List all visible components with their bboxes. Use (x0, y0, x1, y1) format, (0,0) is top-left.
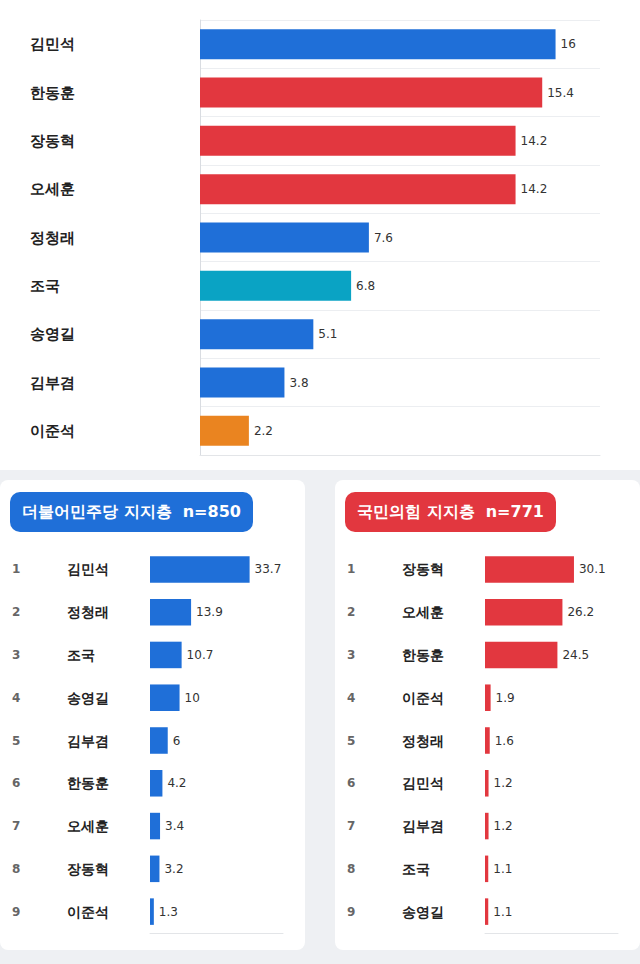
svg-text:한동훈: 한동훈 (30, 84, 75, 102)
svg-text:김민석: 김민석 (402, 775, 444, 791)
svg-text:10.7: 10.7 (187, 648, 214, 662)
svg-text:3.2: 3.2 (164, 862, 183, 876)
svg-text:7: 7 (12, 819, 20, 833)
svg-text:한동훈: 한동훈 (402, 647, 444, 663)
svg-text:7: 7 (347, 819, 355, 833)
svg-text:6: 6 (12, 776, 20, 790)
svg-text:김민석: 김민석 (30, 35, 75, 53)
svg-text:6: 6 (173, 734, 181, 748)
svg-text:33.7: 33.7 (255, 562, 282, 576)
svg-text:5: 5 (347, 734, 355, 748)
svg-text:3.8: 3.8 (289, 376, 308, 390)
svg-text:장동혁: 장동혁 (67, 861, 109, 877)
svg-text:송영길: 송영길 (402, 904, 444, 920)
svg-text:1: 1 (347, 562, 355, 576)
svg-text:조국: 조국 (402, 861, 430, 877)
svg-text:7.6: 7.6 (374, 231, 393, 245)
svg-text:1: 1 (12, 562, 20, 576)
svg-text:10: 10 (185, 691, 200, 705)
svg-text:3: 3 (347, 648, 355, 662)
svg-text:14.2: 14.2 (521, 134, 548, 148)
svg-text:14.2: 14.2 (521, 182, 548, 196)
svg-text:15.4: 15.4 (547, 86, 574, 100)
svg-text:8: 8 (12, 862, 20, 876)
svg-text:16: 16 (561, 37, 576, 51)
svg-text:한동훈: 한동훈 (67, 775, 109, 791)
svg-text:1.1: 1.1 (493, 905, 512, 919)
svg-text:정청래: 정청래 (402, 733, 444, 749)
svg-text:1.1: 1.1 (493, 862, 512, 876)
html-text:더불어민주당 지지층 n=850: 더불어민주당 지지층 n=850 (22, 502, 241, 521)
svg-text:장동혁: 장동혁 (30, 132, 75, 150)
svg-text:2: 2 (12, 605, 20, 619)
svg-text:1.2: 1.2 (494, 819, 513, 833)
svg-text:김민석: 김민석 (67, 561, 109, 577)
svg-text:정청래: 정청래 (30, 229, 75, 247)
svg-text:3.4: 3.4 (165, 819, 184, 833)
svg-text:송영길: 송영길 (67, 690, 109, 706)
svg-text:6.8: 6.8 (356, 279, 375, 293)
svg-text:4: 4 (347, 691, 355, 705)
svg-text:오세훈: 오세훈 (402, 604, 444, 620)
svg-text:이준석: 이준석 (402, 690, 444, 706)
svg-text:30.1: 30.1 (579, 562, 606, 576)
svg-text:1.6: 1.6 (495, 734, 514, 748)
svg-text:2: 2 (347, 605, 355, 619)
svg-text:3: 3 (12, 648, 20, 662)
svg-text:조국: 조국 (67, 647, 95, 663)
svg-text:5.1: 5.1 (318, 327, 337, 341)
svg-text:24.5: 24.5 (562, 648, 589, 662)
svg-text:8: 8 (347, 862, 355, 876)
svg-text:조국: 조국 (30, 277, 60, 295)
svg-text:1.2: 1.2 (494, 776, 513, 790)
svg-text:이준석: 이준석 (67, 904, 109, 920)
svg-text:6: 6 (347, 776, 355, 790)
svg-text:9: 9 (12, 905, 20, 919)
svg-text:장동혁: 장동혁 (402, 561, 444, 577)
svg-text:4.2: 4.2 (167, 776, 186, 790)
svg-text:오세훈: 오세훈 (67, 818, 109, 834)
svg-text:김부겸: 김부겸 (67, 733, 109, 749)
svg-text:9: 9 (347, 905, 355, 919)
svg-text:2.2: 2.2 (254, 424, 273, 438)
svg-text:4: 4 (12, 691, 20, 705)
svg-text:26.2: 26.2 (567, 605, 594, 619)
svg-text:정청래: 정청래 (67, 604, 109, 620)
html-text:국민의힘 지지층 n=771: 국민의힘 지지층 n=771 (357, 502, 544, 521)
svg-text:김부겸: 김부겸 (402, 818, 444, 834)
svg-text:13.9: 13.9 (196, 605, 223, 619)
svg-text:오세훈: 오세훈 (30, 180, 75, 198)
svg-text:1.9: 1.9 (496, 691, 515, 705)
svg-text:이준석: 이준석 (30, 422, 75, 440)
svg-text:1.3: 1.3 (159, 905, 178, 919)
svg-text:송영길: 송영길 (30, 325, 75, 343)
svg-text:5: 5 (12, 734, 20, 748)
svg-text:김부겸: 김부겸 (30, 374, 75, 392)
